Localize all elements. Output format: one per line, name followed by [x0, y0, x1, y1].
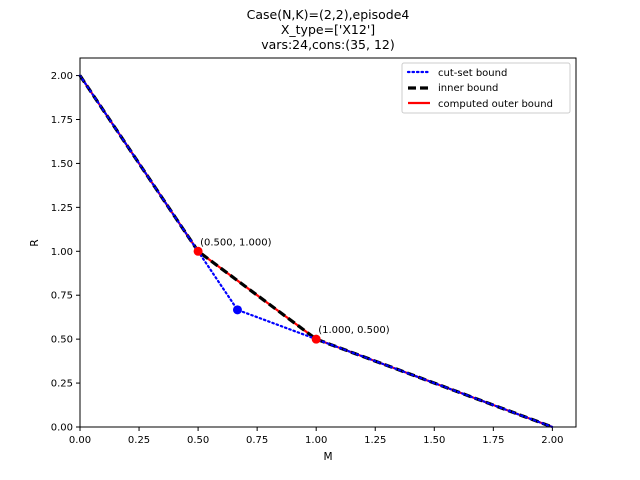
y-tick-label: 0.50 — [51, 335, 73, 346]
y-tick-label: 1.00 — [51, 247, 73, 258]
point-annotation: (1.000, 0.500) — [318, 325, 390, 336]
x-tick-label: 1.25 — [364, 435, 386, 446]
annotation-layer: (0.500, 1.000) (1.000, 0.500) — [200, 237, 390, 336]
y-tick-label: 0.75 — [51, 291, 73, 302]
cut-set-point — [232, 305, 242, 315]
chart-title-line-3: vars:24,cons:(35, 12) — [261, 37, 394, 52]
series-line-cut-set-bound — [78, 74, 554, 429]
x-axis-label: M — [323, 451, 332, 463]
x-tick-label: 1.75 — [482, 435, 504, 446]
point-annotation: (0.500, 1.000) — [200, 237, 272, 248]
legend-label-inner-bound: inner bound — [438, 83, 498, 94]
y-tick-label: 1.25 — [51, 203, 73, 214]
x-tick-label: 2.00 — [541, 435, 563, 446]
outer-bound-point — [193, 246, 203, 256]
legend: cut-set bound inner bound computed outer… — [401, 62, 571, 114]
x-tick-label: 0.00 — [69, 435, 91, 446]
y-axis-label: R — [29, 239, 41, 246]
y-tick-label: 1.75 — [51, 115, 73, 126]
legend-label-cut-set-bound: cut-set bound — [438, 68, 507, 79]
legend-label-computed-outer-bound: computed outer bound — [438, 99, 553, 110]
plot-area — [80, 58, 576, 427]
x-tick-label: 0.75 — [246, 435, 268, 446]
series-layer — [78, 74, 554, 429]
chart-title-line-2: X_type=['X12'] — [281, 22, 375, 37]
plot-frame — [79, 57, 577, 428]
y-tick-label: 1.50 — [51, 159, 73, 170]
x-tick-label: 0.25 — [128, 435, 150, 446]
x-tick-label: 1.00 — [305, 435, 327, 446]
y-tick-label: 0.25 — [51, 379, 73, 390]
chart-title: Case(N,K)=(2,2),episode4 X_type=['X12'] … — [247, 7, 410, 52]
x-tick-label: 0.50 — [187, 435, 209, 446]
x-tick-label: 1.50 — [423, 435, 445, 446]
outer-bound-point — [311, 334, 321, 344]
y-tick-label: 0.00 — [51, 423, 73, 434]
x-axis-ticks: 0.00 0.25 0.50 0.75 1.00 1.25 1.50 1.75 2.00 — [69, 427, 564, 446]
chart-title-line-1: Case(N,K)=(2,2),episode4 — [247, 7, 410, 22]
legend-box — [401, 62, 571, 114]
y-tick-label: 2.00 — [51, 71, 73, 82]
y-axis-ticks: 0.00 0.25 0.50 0.75 1.00 1.25 1.50 1.75 2.00 — [51, 71, 80, 434]
